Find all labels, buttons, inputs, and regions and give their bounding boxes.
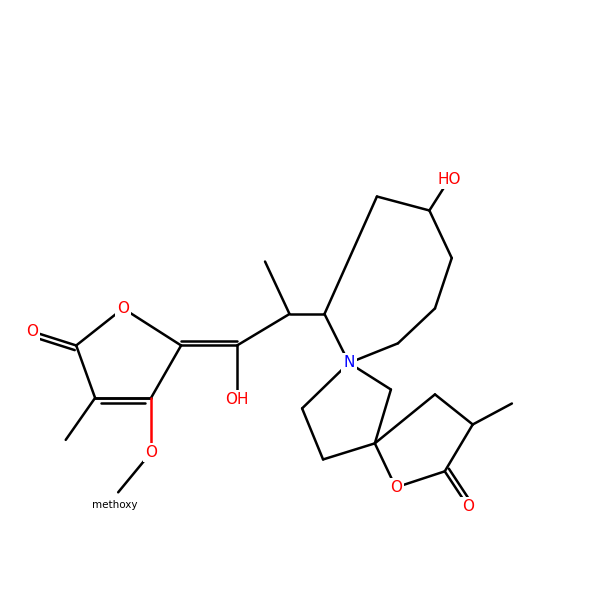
Text: O: O bbox=[26, 324, 38, 339]
Text: O: O bbox=[145, 445, 157, 460]
Text: methoxy: methoxy bbox=[92, 500, 137, 510]
Text: O: O bbox=[117, 301, 129, 316]
Text: N: N bbox=[343, 355, 355, 370]
Text: OH: OH bbox=[226, 392, 249, 407]
Text: O: O bbox=[390, 480, 402, 495]
Text: HO: HO bbox=[437, 172, 461, 187]
Text: O: O bbox=[462, 499, 474, 514]
